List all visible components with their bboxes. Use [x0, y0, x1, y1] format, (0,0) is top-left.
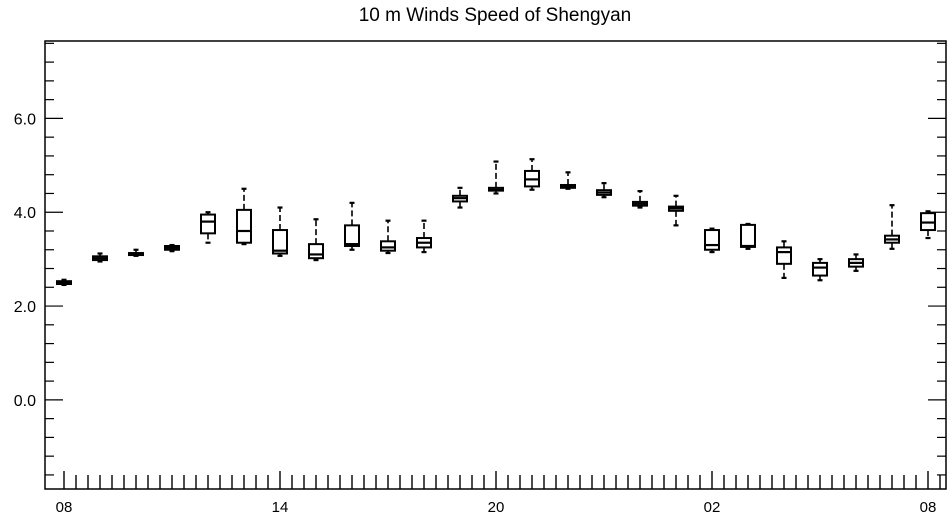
y-tick-label: 6.0	[14, 111, 36, 128]
box-iqr	[704, 229, 720, 251]
box-item	[92, 252, 108, 263]
box-item	[416, 219, 432, 254]
box-item	[272, 206, 288, 257]
box-iqr	[380, 240, 396, 252]
x-tick-label: 14	[272, 499, 289, 516]
box-iqr	[272, 229, 288, 255]
x-tick-label: 08	[56, 499, 73, 516]
box-item	[128, 248, 144, 257]
box-item	[344, 201, 360, 251]
box-item	[200, 211, 216, 244]
box-item	[740, 222, 756, 250]
x-tick-label: 08	[920, 499, 937, 516]
box-item	[524, 158, 540, 191]
y-tick-label: 0.0	[14, 393, 36, 410]
y-tick-label: 4.0	[14, 205, 36, 222]
y-tick-label: 2.0	[14, 299, 36, 316]
box-iqr	[344, 224, 360, 248]
box-item	[812, 258, 828, 282]
box-item	[920, 210, 936, 240]
box-item	[380, 219, 396, 255]
box-iqr	[812, 261, 828, 277]
box-iqr	[308, 243, 324, 260]
chart-title: 10 m Winds Speed of Shengyan	[358, 5, 632, 26]
box-item	[236, 187, 252, 246]
plot-frame	[44, 40, 947, 490]
box-iqr	[776, 246, 792, 265]
box-iqr	[200, 213, 216, 235]
box-item	[452, 186, 468, 209]
box-item	[704, 227, 720, 254]
box-item	[632, 190, 648, 209]
box-item	[848, 253, 864, 272]
box-item	[308, 218, 324, 262]
box-item	[560, 171, 576, 190]
y-axis: 6.0 4.0 2.0 0.0	[14, 42, 946, 476]
x-tick-label: 20	[488, 499, 505, 516]
x-axis: 081420020814200208	[56, 471, 941, 516]
box-item	[776, 240, 792, 280]
box-item	[56, 278, 72, 287]
box-item	[164, 243, 180, 253]
box-item	[596, 182, 612, 199]
box-iqr	[740, 223, 756, 248]
x-tick-label: 02	[704, 499, 721, 516]
box-iqr	[236, 208, 252, 244]
box-item	[668, 194, 684, 227]
box-item	[488, 160, 504, 195]
box-item	[884, 204, 900, 250]
box-series	[56, 158, 936, 287]
